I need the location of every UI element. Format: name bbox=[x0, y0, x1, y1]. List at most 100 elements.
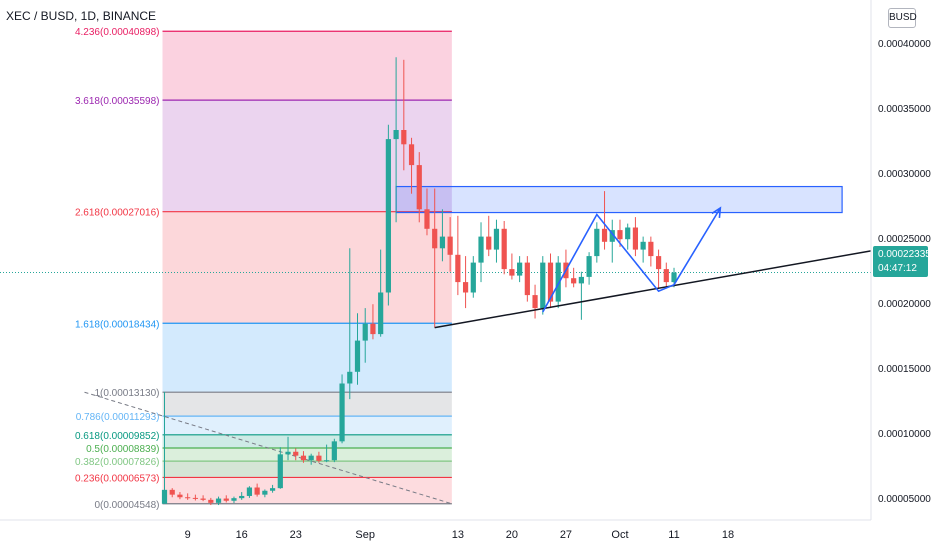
fib-level-label: 1(0.00013130) bbox=[94, 388, 159, 399]
candle-body bbox=[339, 384, 344, 442]
candle-body bbox=[324, 460, 329, 461]
fib-zone-fill bbox=[163, 323, 452, 392]
candle-body bbox=[463, 282, 468, 292]
candle-body bbox=[170, 490, 175, 495]
fib-level-label: 0.382(0.00007826) bbox=[75, 457, 160, 468]
time-axis[interactable]: 9 16 23 Sep 13 20 27 Oct 11 18 bbox=[185, 529, 735, 541]
support-trendline[interactable] bbox=[435, 251, 871, 328]
candle-body bbox=[448, 237, 453, 255]
candle-body bbox=[424, 209, 429, 229]
fib-level-labels: 0(0.00004548) 0.236(0.00006573) 0.382(0.00… bbox=[75, 27, 160, 511]
price-tick-label: 0.00005000 bbox=[878, 494, 931, 505]
candle-body bbox=[625, 228, 630, 240]
candle-body bbox=[540, 263, 545, 309]
fib-zone-fill bbox=[163, 31, 452, 100]
candle-body bbox=[602, 229, 607, 242]
candle-body bbox=[378, 293, 383, 335]
candle-body bbox=[301, 456, 306, 461]
fib-level-label: 0.618(0.00009852) bbox=[75, 431, 160, 442]
fib-level-label: 0(0.00004548) bbox=[94, 500, 159, 511]
fib-zone-fills bbox=[163, 31, 452, 504]
candle-body bbox=[517, 263, 522, 276]
time-tick-label: 9 bbox=[185, 529, 191, 541]
candle-body bbox=[494, 229, 499, 250]
fib-zone-fill bbox=[163, 461, 452, 477]
candle-body bbox=[224, 499, 229, 501]
candle-body bbox=[247, 488, 252, 496]
candle-body bbox=[231, 498, 236, 501]
candle-body bbox=[193, 498, 198, 499]
fib-level-label: 0.786(0.00011293) bbox=[76, 412, 160, 423]
candle-body bbox=[208, 500, 213, 503]
currency-button[interactable]: BUSD bbox=[888, 8, 916, 28]
time-tick-label: 27 bbox=[560, 529, 572, 541]
fib-zone-fill bbox=[163, 416, 452, 435]
candle-body bbox=[455, 255, 460, 282]
candle-body bbox=[316, 456, 321, 461]
candle-body bbox=[664, 269, 669, 282]
candle-body bbox=[293, 452, 298, 456]
fib-zone-fill bbox=[163, 435, 452, 448]
time-tick-label: 16 bbox=[236, 529, 248, 541]
candle-body bbox=[177, 495, 182, 498]
price-tick-label: 0.00020000 bbox=[878, 299, 931, 310]
candle-body bbox=[486, 237, 491, 250]
candle-body bbox=[440, 237, 445, 249]
time-tick-label: Sep bbox=[355, 529, 375, 541]
candle-body bbox=[309, 456, 314, 461]
time-tick-label: 11 bbox=[668, 529, 679, 541]
candle-body bbox=[401, 130, 406, 144]
candle-body bbox=[262, 491, 267, 495]
price-tick-label: 0.00040000 bbox=[878, 39, 931, 50]
symbol-title: XEC / BUSD, 1D, BINANCE bbox=[4, 9, 158, 23]
price-tick-label: 0.00030000 bbox=[878, 169, 931, 180]
candle-body bbox=[332, 441, 337, 460]
candle-body bbox=[278, 454, 283, 488]
candle-body bbox=[648, 242, 653, 256]
candle-body bbox=[270, 488, 275, 491]
candle-body bbox=[409, 144, 414, 165]
candle-body bbox=[509, 269, 514, 276]
current-price-tag: 0.00022335 04:47:12 bbox=[873, 246, 928, 277]
candle-body bbox=[478, 237, 483, 263]
candle-body bbox=[587, 256, 592, 277]
fib-level-label: 1.618(0.00018434) bbox=[75, 319, 160, 330]
fib-level-label: 0.5(0.00008839) bbox=[86, 444, 159, 455]
price-tick-label: 0.00015000 bbox=[878, 364, 931, 375]
fib-level-label: 2.618(0.00027016) bbox=[75, 208, 160, 219]
time-tick-label: 23 bbox=[290, 529, 302, 541]
time-tick-label: 18 bbox=[722, 529, 734, 541]
candle-body bbox=[532, 295, 537, 308]
candle-body bbox=[185, 497, 190, 498]
fib-level-label: 4.236(0.00040898) bbox=[75, 27, 160, 38]
time-tick-label: 13 bbox=[452, 529, 464, 541]
bar-countdown-label: 04:47:12 bbox=[878, 262, 928, 276]
fib-level-label: 3.618(0.00035598) bbox=[75, 96, 160, 107]
candle-body bbox=[216, 499, 221, 503]
price-tick-label: 0.00035000 bbox=[878, 104, 931, 115]
candle-body bbox=[355, 341, 360, 372]
candle-body bbox=[617, 230, 622, 239]
candle-body bbox=[633, 228, 638, 250]
time-tick-label: 20 bbox=[506, 529, 518, 541]
fib-zone-fill bbox=[163, 392, 452, 416]
fib-zone-fill bbox=[163, 448, 452, 461]
candle-body bbox=[386, 139, 391, 292]
candle-body bbox=[239, 496, 244, 498]
candle-body bbox=[285, 452, 290, 455]
time-tick-label: Oct bbox=[611, 529, 628, 541]
projection-zigzag-path[interactable] bbox=[543, 208, 721, 312]
candle-body bbox=[471, 263, 476, 293]
candle-body bbox=[641, 242, 646, 250]
candle-body bbox=[656, 256, 661, 269]
fib-level-label: 0.236(0.00006573) bbox=[75, 473, 160, 484]
candle-body bbox=[162, 490, 167, 504]
candle-body bbox=[594, 229, 599, 256]
resistance-box[interactable] bbox=[396, 187, 842, 213]
fib-zone-fill bbox=[163, 212, 452, 324]
candle-body bbox=[432, 229, 437, 249]
candle-body bbox=[394, 130, 399, 139]
candle-body bbox=[417, 165, 422, 209]
